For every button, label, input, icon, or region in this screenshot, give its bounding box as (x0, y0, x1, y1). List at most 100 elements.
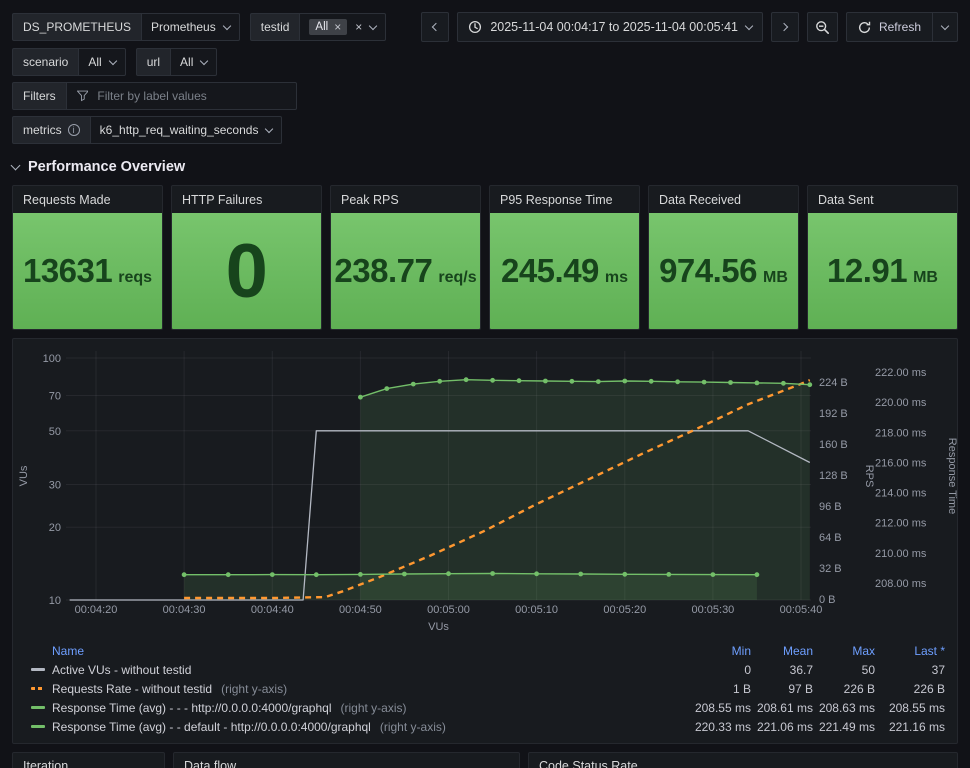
url-picker: url All (135, 48, 218, 76)
chevron-left-icon (432, 22, 441, 32)
testid-value-dropdown[interactable]: All × × (300, 13, 387, 41)
scenario-label: scenario (12, 48, 80, 76)
refresh-button[interactable]: Refresh (845, 12, 932, 42)
bottom-panel-iteration: Iteration (12, 752, 165, 768)
svg-text:128 B: 128 B (819, 470, 848, 482)
chevron-down-icon (368, 21, 378, 30)
stat-body: 238.77 req/s (331, 213, 480, 329)
metrics-picker: metrics i k6_http_req_waiting_seconds (12, 116, 283, 144)
stat-panel-title[interactable]: Peak RPS (341, 192, 399, 207)
chart-legend: Name Min Mean Max Last * Active VUs - without… (13, 638, 957, 738)
legend-sort-name[interactable]: Name (52, 643, 85, 658)
zoom-out-button[interactable] (806, 12, 838, 42)
time-back-button[interactable] (421, 12, 450, 42)
dashboard-controls: DS_PROMETHEUS Prometheus testid All × × (12, 12, 958, 144)
svg-text:64 B: 64 B (819, 532, 842, 544)
chevron-down-icon (108, 56, 117, 65)
time-forward-button[interactable] (770, 12, 799, 42)
toolbar-row-3: Filters (12, 82, 958, 110)
stat-panel-0: Requests Made 13631 reqs (12, 185, 163, 330)
stat-panel-title[interactable]: Requests Made (23, 192, 111, 207)
stat-value: 245.49 (500, 252, 599, 289)
svg-text:00:04:40: 00:04:40 (251, 604, 294, 616)
series-last: 226 B (913, 681, 945, 696)
panel-title[interactable]: Iteration (23, 758, 69, 768)
testid-picker: testid All × × (249, 13, 387, 41)
chevron-down-icon (200, 56, 209, 65)
url-value-dropdown[interactable]: All (171, 48, 218, 76)
stat-value: 13631 (22, 252, 113, 289)
timeseries-chart[interactable]: 00:04:20 00:04:30 00:04:40 00:04:50 00:05:00… (13, 343, 958, 638)
info-icon[interactable]: i (67, 124, 80, 136)
stat-panel-1: HTTP Failures 0 (171, 185, 322, 330)
svg-text:00:04:30: 00:04:30 (163, 604, 206, 616)
stat-panel-title[interactable]: Data Received (659, 192, 741, 207)
legend-sort-max[interactable]: Max (852, 643, 875, 658)
timeseries-panel: 00:04:20 00:04:30 00:04:40 00:04:50 00:05:00… (12, 338, 958, 744)
svg-text:00:05:40: 00:05:40 (780, 604, 823, 616)
series-name: Response Time (avg) - - default - http:/… (52, 719, 371, 734)
row-performance-overview[interactable]: Performance Overview (10, 159, 958, 175)
metrics-label-text: metrics (23, 123, 62, 137)
series-mean: 221.06 ms (756, 719, 813, 734)
filters-control: Filters (12, 82, 297, 110)
svg-text:222.00 ms: 222.00 ms (875, 367, 927, 379)
series-mean: 208.61 ms (756, 700, 813, 715)
zoom-out-icon (816, 20, 829, 34)
toolbar-row-2: scenario All url All (12, 48, 958, 76)
svg-text:RPS: RPS (863, 465, 875, 488)
stat-panel-2: Peak RPS 238.77 req/s (330, 185, 481, 330)
chevron-down-icon (222, 21, 231, 30)
section-title: Performance Overview (28, 159, 186, 175)
refresh-icon (858, 21, 871, 33)
svg-text:220.00 ms: 220.00 ms (875, 397, 927, 409)
stat-panel-title[interactable]: HTTP Failures (182, 192, 263, 207)
legend-sort-min[interactable]: Min (731, 643, 751, 658)
testid-chip-label: All (315, 21, 329, 33)
collapse-chevron-icon (10, 160, 21, 171)
stat-unit: ms (604, 269, 629, 286)
svg-text:00:05:20: 00:05:20 (603, 604, 646, 616)
stat-unit: req/s (438, 269, 477, 286)
chip-remove-icon[interactable]: × (334, 20, 342, 34)
stats-row: Requests Made 13631 reqs HTTP Failures 0 Peak… (12, 185, 958, 330)
legend-series-toggle[interactable]: Response Time (avg) - - - http://0.0.0.0… (31, 701, 687, 715)
series-axis-note: (right y-axis) (379, 719, 446, 734)
series-name: Active VUs - without testid (52, 662, 192, 677)
svg-text:32 B: 32 B (819, 563, 842, 575)
scenario-value-dropdown[interactable]: All (79, 48, 126, 76)
refresh-interval-dropdown[interactable] (932, 12, 958, 42)
svg-text:Response Time: Response Time (946, 438, 957, 514)
datasource-value-dropdown[interactable]: Prometheus (142, 13, 240, 41)
panel-title[interactable]: Code Status Rate (539, 758, 638, 768)
series-max: 221.49 ms (818, 719, 875, 734)
svg-text:VUs: VUs (428, 621, 449, 633)
url-value: All (180, 55, 194, 69)
testid-chip[interactable]: All × (309, 19, 348, 35)
testid-label: testid (249, 13, 301, 41)
time-range-picker[interactable]: 2025-11-04 00:04:17 to 2025-11-04 00:05:… (457, 12, 763, 42)
legend-series-toggle[interactable]: Response Time (avg) - - default - http:/… (31, 720, 687, 734)
panel-title[interactable]: Data flow (184, 758, 237, 768)
filter-input[interactable] (97, 89, 286, 103)
refresh-label: Refresh (878, 20, 921, 34)
series-last: 208.55 ms (888, 700, 945, 715)
svg-text:100: 100 (43, 353, 61, 365)
stat-panel-title[interactable]: P95 Response Time (500, 192, 613, 207)
clear-all-icon[interactable]: × (355, 20, 363, 34)
chevron-down-icon (940, 21, 950, 30)
toolbar-row-1: DS_PROMETHEUS Prometheus testid All × × (12, 12, 958, 42)
series-color-swatch (31, 725, 45, 728)
legend-sort-last[interactable]: Last * (914, 643, 945, 658)
metrics-value-dropdown[interactable]: k6_http_req_waiting_seconds (90, 116, 283, 144)
chevron-down-icon (265, 124, 274, 133)
series-max: 226 B (843, 681, 875, 696)
legend-series-toggle[interactable]: Requests Rate - without testid (right y-a… (31, 682, 687, 696)
legend-series-toggle[interactable]: Active VUs - without testid (31, 663, 687, 677)
legend-header: Name Min Mean Max Last * (31, 641, 945, 660)
legend-sort-mean[interactable]: Mean (782, 643, 813, 658)
clock-icon (469, 20, 482, 34)
stat-panel-title[interactable]: Data Sent (818, 192, 874, 207)
series-max: 50 (861, 662, 875, 677)
legend-row-3: Response Time (avg) - - default - http:/… (31, 717, 945, 736)
